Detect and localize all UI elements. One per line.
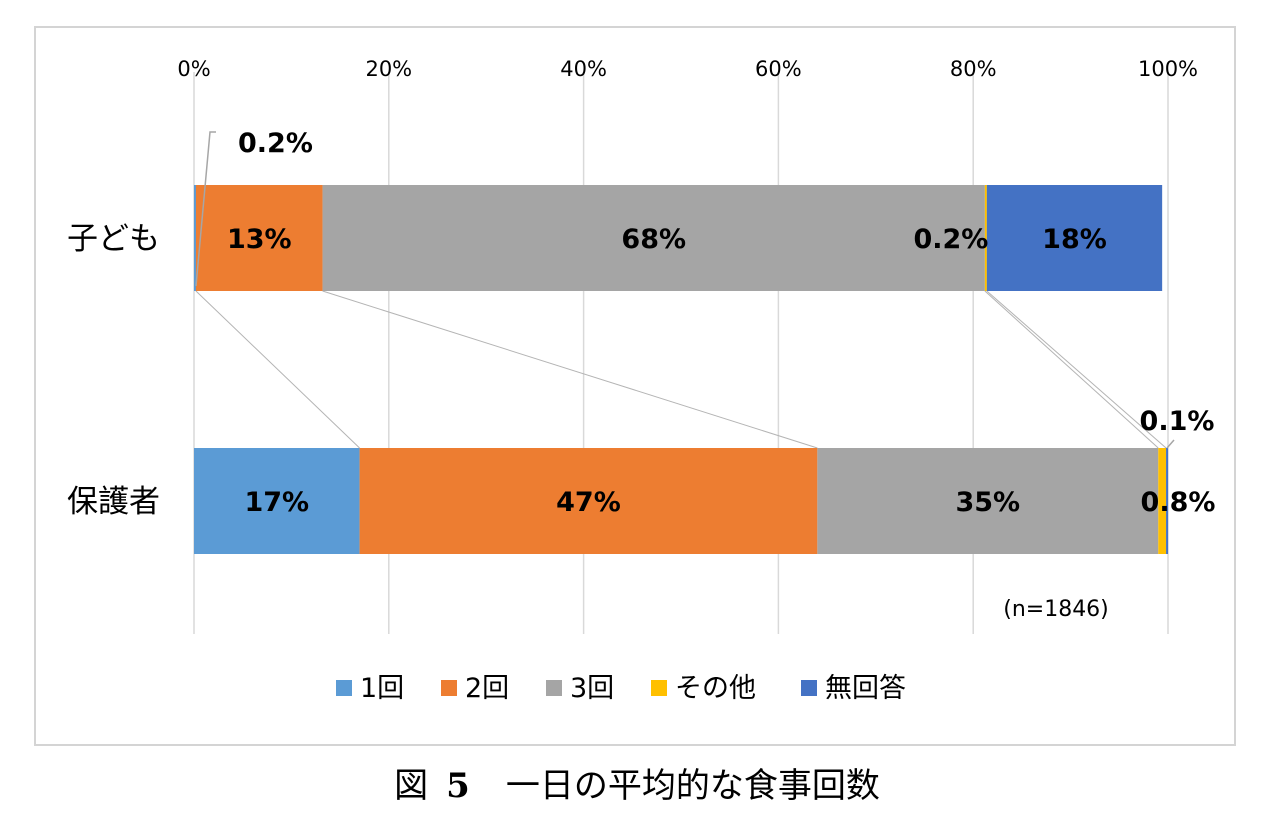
legend-swatch	[546, 680, 562, 696]
sample-size-note: (n=1846)	[1003, 597, 1109, 622]
x-tick-label: 0%	[177, 57, 210, 81]
x-tick-label: 80%	[950, 57, 997, 81]
leader-line	[195, 131, 216, 287]
bar-segment	[1158, 448, 1167, 554]
data-label: 18%	[1042, 224, 1107, 255]
bar-segment	[195, 185, 323, 291]
category-label: 保護者	[67, 484, 160, 520]
legend-label: 3回	[570, 673, 614, 704]
series-connector-line	[984, 290, 1159, 449]
caption-title: 一日の平均的な食事回数	[505, 766, 880, 806]
x-tick-label: 100%	[1138, 57, 1198, 81]
x-tick-label: 20%	[365, 57, 412, 81]
series-connector-line	[195, 290, 360, 449]
bar-segment	[322, 185, 985, 291]
leader-line	[1166, 439, 1175, 449]
caption-prefix: 図	[394, 766, 429, 806]
caption-number: 5	[446, 766, 470, 806]
data-label: 17%	[244, 487, 309, 518]
bar-segment	[1166, 448, 1169, 554]
legend-swatch	[651, 680, 667, 696]
data-label: 35%	[955, 487, 1020, 518]
bar-segment	[986, 185, 1163, 291]
legend-swatch	[441, 680, 457, 696]
bar-segment	[817, 448, 1159, 554]
chart-frame: 0% 20% 40% 60% 80% 100% 子ども保護者 13% 68% 18% 17% 47% 3…	[34, 26, 1236, 746]
category-label: 子ども	[67, 221, 160, 257]
data-label: 68%	[621, 224, 686, 255]
x-tick-label: 60%	[755, 57, 802, 81]
figure-caption: 図 5 一日の平均的な食事回数	[0, 758, 1274, 807]
legend-label: 1回	[360, 673, 404, 704]
legend-label: その他	[675, 673, 756, 704]
legend-label: 無回答	[825, 673, 906, 704]
legend-swatch	[801, 680, 817, 696]
data-label: 0.8%	[1141, 487, 1216, 518]
bar-segment	[194, 448, 360, 554]
series-connector-line	[986, 290, 1167, 449]
x-tick-label: 40%	[560, 57, 607, 81]
bar-segment	[984, 185, 987, 291]
bar-segment	[194, 185, 196, 291]
data-label: 0.2%	[913, 224, 988, 255]
data-label: 0.1%	[1140, 406, 1215, 437]
legend-label: 2回	[465, 673, 509, 704]
data-label: 13%	[227, 224, 292, 255]
data-label: 0.2%	[238, 128, 313, 159]
legend-swatch	[336, 680, 352, 696]
series-connector-line	[322, 290, 818, 449]
data-label: 47%	[556, 487, 621, 518]
bar-segment	[359, 448, 818, 554]
